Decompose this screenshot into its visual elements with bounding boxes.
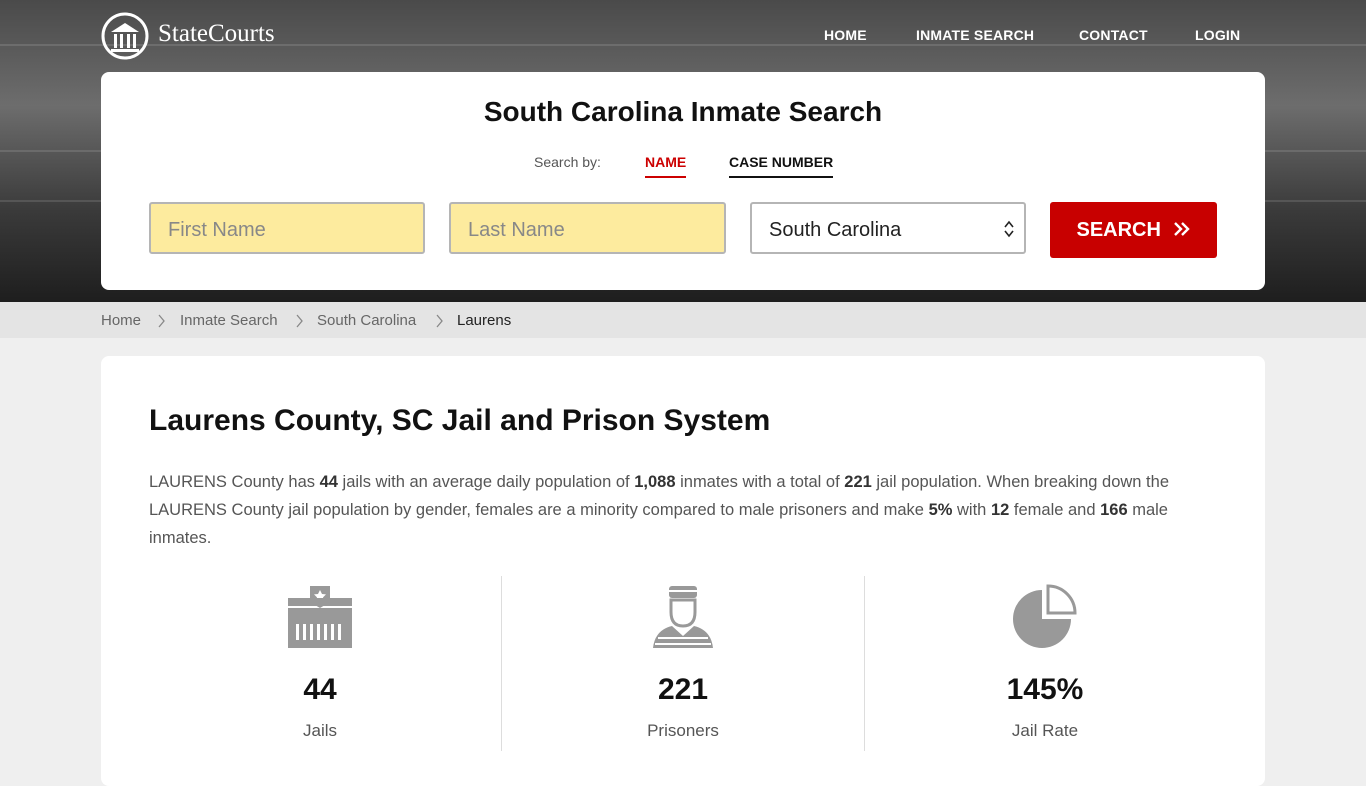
state-select[interactable]: South Carolina	[750, 202, 1026, 254]
highlight: 1,088	[634, 473, 676, 491]
last-name-input[interactable]: Last Name	[449, 202, 726, 254]
tab[interactable]: CASE NUMBER	[729, 154, 834, 178]
jail-icon	[288, 586, 352, 648]
placeholder: First Name	[168, 219, 266, 241]
heading: Laurens County, SC Jail and Prison Syste…	[149, 404, 771, 437]
text-run: with	[952, 501, 991, 519]
first-name-input[interactable]: First Name	[149, 202, 425, 254]
stat-label: Jails	[302, 721, 337, 740]
summary-paragraph: LAURENS County has 44 jails with an aver…	[149, 468, 1219, 552]
breadcrumb: Home Inmate Search South Carolina Lauren…	[0, 302, 1366, 338]
text-run: female and	[1009, 501, 1101, 519]
chevrons	[1173, 222, 1190, 236]
text-run: jail population. When breaking down the …	[149, 473, 1169, 519]
search-card: South Carolina Inmate Search Search by: …	[101, 72, 1265, 290]
content-card: Laurens County, SC Jail and Prison Syste…	[101, 356, 1265, 786]
text-run: LAURENS County has	[149, 473, 320, 491]
stat-value: 44	[303, 673, 337, 706]
logo[interactable]: StateCourts	[158, 20, 275, 47]
search-button[interactable]: SEARCH	[1050, 202, 1217, 258]
text-run: jails with an average daily population o…	[337, 473, 635, 491]
logo-icon[interactable]	[101, 12, 149, 60]
search-title: South Carolina Inmate Search	[483, 96, 883, 127]
placeholder: Last Name	[468, 219, 565, 241]
text-run: inmates with a total of	[675, 473, 845, 491]
highlight: 5%	[928, 501, 953, 519]
stat: 145% Jail Rate	[870, 576, 1220, 741]
nav-link[interactable]: HOME	[824, 27, 867, 43]
breadcrumb-link[interactable]: Home	[101, 312, 142, 329]
rate-icon	[1013, 584, 1077, 648]
nav-link[interactable]: LOGIN	[1195, 27, 1241, 43]
nav-link[interactable]: CONTACT	[1079, 27, 1148, 43]
separator	[158, 314, 165, 328]
nav-link[interactable]: INMATE SEARCH	[916, 27, 1035, 43]
divider	[501, 576, 502, 751]
highlight: 12	[990, 501, 1010, 519]
tab[interactable]: NAME	[645, 154, 687, 178]
stat: 221 Prisoners	[508, 576, 858, 741]
highlight: 44	[319, 473, 338, 491]
stat-label: Prisoners	[647, 721, 719, 740]
stat-value: 145%	[1006, 673, 1084, 706]
separator	[436, 314, 443, 328]
breadcrumb-link[interactable]: Inmate Search	[180, 312, 278, 329]
divider	[864, 576, 865, 751]
text-run: male inmates.	[149, 501, 1168, 547]
select-arrows	[1004, 220, 1014, 238]
search-by-label: Search by:	[534, 154, 601, 170]
highlight: 166	[1100, 501, 1128, 519]
button-label: SEARCH	[1076, 219, 1161, 241]
stat: 44 Jails	[145, 576, 495, 741]
prisoner-icon	[653, 586, 713, 648]
selected-value: South Carolina	[769, 219, 902, 241]
breadcrumb-current: Laurens	[457, 312, 512, 329]
separator	[296, 314, 303, 328]
breadcrumb-link[interactable]: South Carolina	[317, 312, 417, 329]
stat-label: Jail Rate	[1011, 721, 1079, 740]
highlight: 221	[844, 473, 872, 491]
stat-value: 221	[657, 673, 709, 706]
